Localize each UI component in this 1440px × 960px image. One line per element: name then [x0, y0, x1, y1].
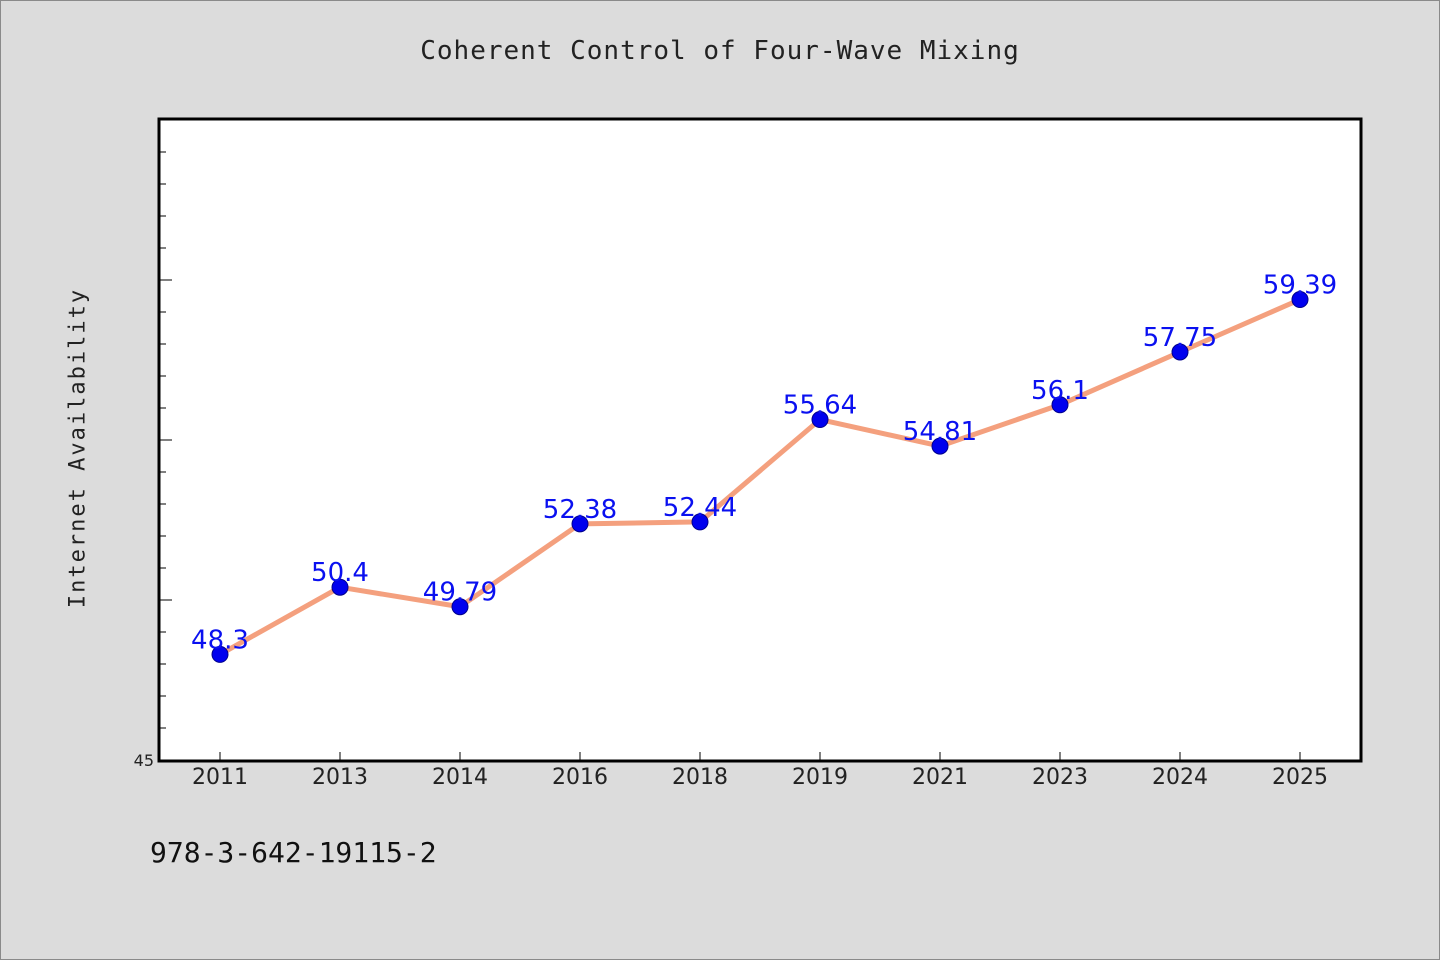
data-label: 52.44: [663, 493, 737, 523]
x-tick-label: 2021: [912, 765, 968, 790]
data-point: [451, 598, 469, 616]
data-point: [211, 645, 229, 663]
y-axis-ticks: 45: [134, 119, 172, 770]
data-point: [571, 515, 589, 533]
x-tick-label: 2014: [432, 765, 488, 790]
data-label: 57.75: [1143, 323, 1217, 353]
data-label: 55.64: [783, 391, 857, 421]
isbn-footnote: 978-3-642-19115-2: [150, 836, 437, 869]
x-axis-ticks: 2011 2013 2014 2016 2018 2019 2021 2023 2024 2025: [192, 752, 1328, 790]
x-tick-label: 2016: [552, 765, 608, 790]
data-label: 56.1: [1031, 376, 1089, 406]
data-point: [331, 578, 349, 596]
data-label: 52.38: [543, 495, 617, 525]
data-label: 48.3: [191, 625, 249, 655]
data-point: [1051, 396, 1069, 414]
data-label: 50.4: [311, 558, 369, 588]
data-point: [811, 411, 829, 429]
chart-title: Coherent Control of Four-Wave Mixing: [420, 36, 1020, 66]
x-tick-label: 2019: [792, 765, 848, 790]
plot-area: [157, 117, 1363, 763]
x-tick-label: 2013: [312, 765, 368, 790]
data-label: 59.39: [1263, 271, 1337, 301]
data-point: [691, 513, 709, 531]
x-tick-label: 2023: [1032, 765, 1088, 790]
data-point: [1171, 343, 1189, 361]
data-label: 49.79: [423, 578, 497, 608]
x-tick-label: 2011: [192, 765, 248, 790]
y-tick-label: 45: [134, 751, 154, 770]
x-tick-label: 2018: [672, 765, 728, 790]
data-point: [931, 437, 949, 455]
x-tick-label: 2024: [1152, 765, 1208, 790]
data-label: 54.81: [903, 417, 977, 447]
x-tick-label: 2025: [1272, 765, 1328, 790]
series-group: 48.3 50.4 49.79 52.38 52.44 55.64 54.81 56.1 57.…: [191, 271, 1337, 663]
series-line: [218, 297, 1302, 657]
data-point: [1291, 291, 1309, 309]
